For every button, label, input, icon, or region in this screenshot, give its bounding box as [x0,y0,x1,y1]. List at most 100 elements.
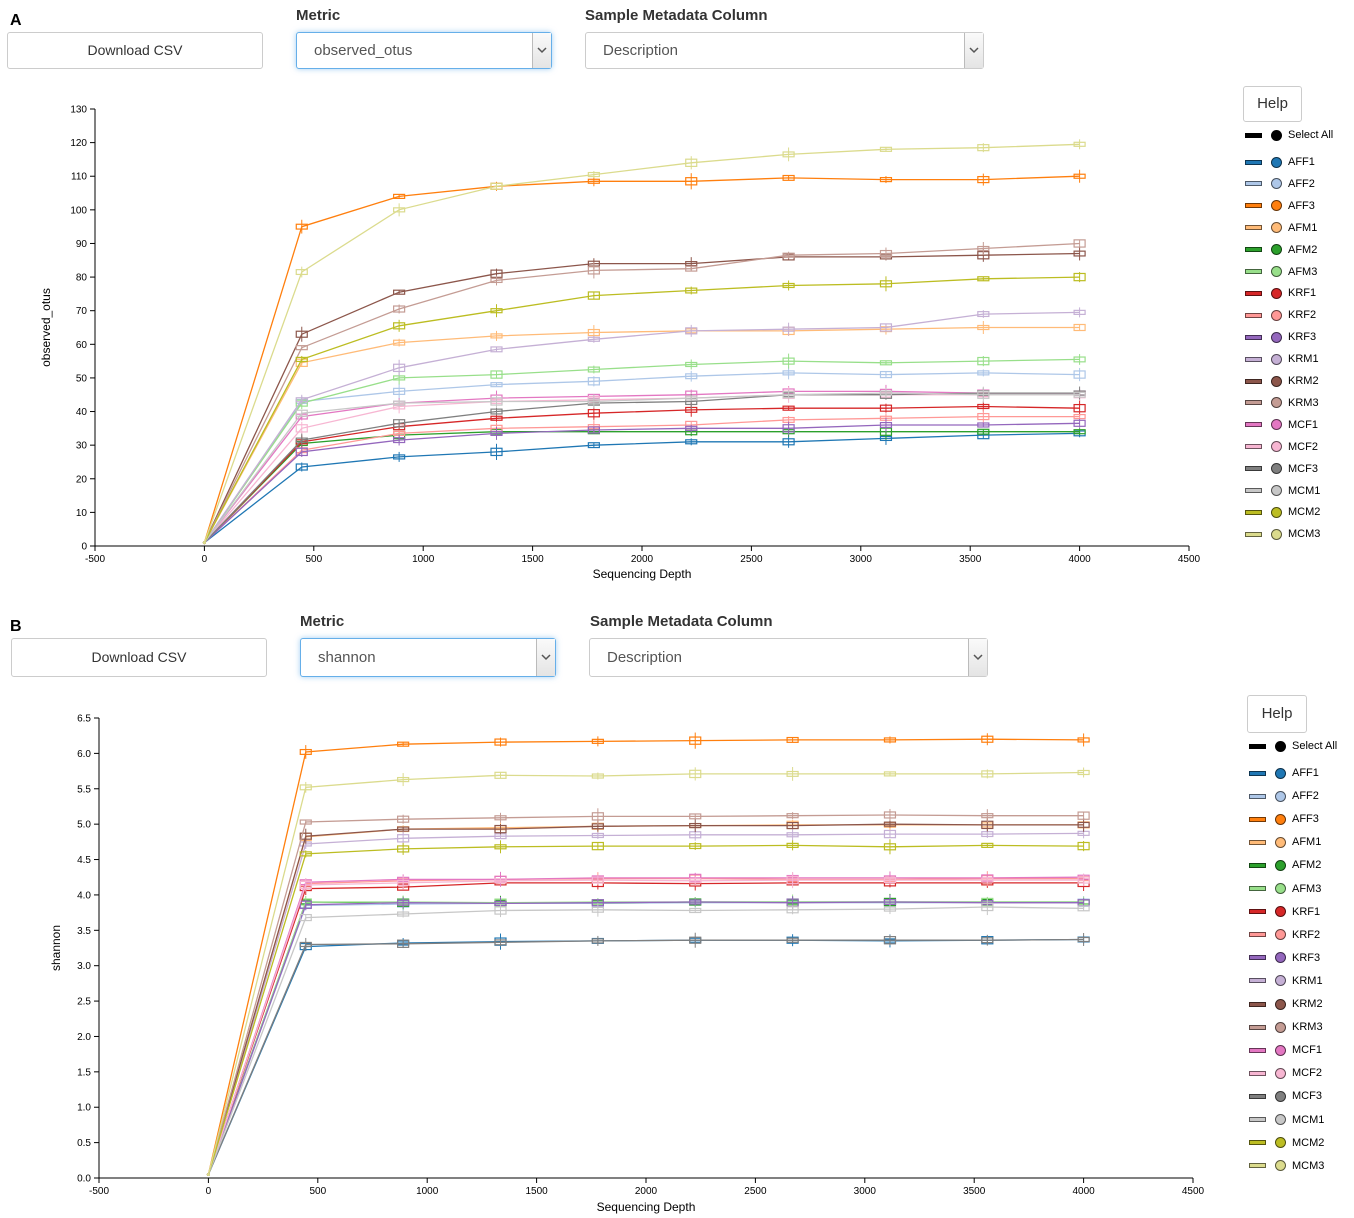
legend-item-mcf3[interactable]: MCF3 [1245,462,1318,476]
x-tick-label: 1000 [412,554,435,565]
legend-toggle-dot[interactable] [1275,1045,1286,1056]
legend-toggle-dot[interactable] [1271,419,1282,430]
legend-item-aff2[interactable]: AFF2 [1249,789,1319,803]
series-line [204,312,1079,542]
legend-label: AFM2 [1288,244,1317,256]
legend-toggle-dot[interactable] [1271,157,1282,168]
series-line [208,879,1083,1175]
legend-item-afm1[interactable]: AFM1 [1245,221,1317,235]
series-line [204,328,1079,543]
legend-toggle-dot[interactable] [1271,266,1282,277]
legend-item-mcm3[interactable]: MCM3 [1249,1159,1324,1173]
legend-item-krf1[interactable]: KRF1 [1245,286,1316,300]
help-button[interactable]: Help [1247,695,1307,733]
x-tick-label: 3500 [959,554,982,565]
legend-item-krf2[interactable]: KRF2 [1249,928,1320,942]
legend-item-afm2[interactable]: AFM2 [1245,243,1317,257]
legend-toggle-dot[interactable] [1275,741,1286,752]
series-mcf1 [203,385,1085,544]
legend-toggle-dot[interactable] [1271,200,1282,211]
legend-item-krf2[interactable]: KRF2 [1245,308,1316,322]
legend-toggle-dot[interactable] [1275,1137,1286,1148]
legend-toggle-dot[interactable] [1275,906,1286,917]
legend-toggle-dot[interactable] [1271,507,1282,518]
legend-item-mcm1[interactable]: MCM1 [1249,1113,1324,1127]
legend-toggle-dot[interactable] [1271,288,1282,299]
legend-toggle-dot[interactable] [1271,397,1282,408]
legend-item-krm1[interactable]: KRM1 [1249,974,1323,988]
legend-toggle-dot[interactable] [1275,791,1286,802]
x-tick-label: 3000 [854,1186,877,1197]
legend-item-mcm1[interactable]: MCM1 [1245,484,1320,498]
legend-toggle-dot[interactable] [1271,376,1282,387]
legend-item-mcm3[interactable]: MCM3 [1245,527,1320,541]
x-tick-label: 4500 [1182,1186,1205,1197]
series-aff1 [207,934,1089,1176]
legend-toggle-dot[interactable] [1275,952,1286,963]
legend-item-afm3[interactable]: AFM3 [1249,882,1321,896]
legend-item-mcf3[interactable]: MCF3 [1249,1089,1322,1103]
legend-item-krf3[interactable]: KRF3 [1245,330,1316,344]
legend-item-krm2[interactable]: KRM2 [1249,997,1323,1011]
legend-select-all[interactable]: Select All [1245,128,1333,142]
legend-toggle-dot[interactable] [1275,999,1286,1010]
legend-toggle-dot[interactable] [1275,1068,1286,1079]
legend-swatch [1245,133,1262,138]
legend-label: MCM3 [1288,528,1320,540]
legend-item-mcm2[interactable]: MCM2 [1249,1136,1324,1150]
legend-label: Select All [1288,129,1333,141]
legend-toggle-dot[interactable] [1275,814,1286,825]
legend-item-aff1[interactable]: AFF1 [1245,155,1315,169]
legend-toggle-dot[interactable] [1271,332,1282,343]
legend-toggle-dot[interactable] [1271,529,1282,540]
legend-toggle-dot[interactable] [1275,860,1286,871]
legend-toggle-dot[interactable] [1275,883,1286,894]
legend-toggle-dot[interactable] [1275,837,1286,848]
series-line [204,176,1079,542]
legend-toggle-dot[interactable] [1275,1160,1286,1171]
legend-toggle-dot[interactable] [1275,768,1286,779]
legend-item-aff1[interactable]: AFF1 [1249,766,1319,780]
y-tick-label: 30 [76,441,88,452]
legend-toggle-dot[interactable] [1271,441,1282,452]
legend-item-mcf1[interactable]: MCF1 [1249,1043,1322,1057]
legend-toggle-dot[interactable] [1271,485,1282,496]
legend-label: Select All [1292,740,1337,752]
legend-item-krm3[interactable]: KRM3 [1245,396,1319,410]
legend-toggle-dot[interactable] [1275,1091,1286,1102]
legend-item-mcf2[interactable]: MCF2 [1249,1066,1322,1080]
legend-item-aff3[interactable]: AFF3 [1249,812,1319,826]
legend-toggle-dot[interactable] [1271,178,1282,189]
legend-select-all[interactable]: Select All [1249,739,1337,753]
legend-toggle-dot[interactable] [1275,929,1286,940]
legend-swatch [1249,909,1266,914]
legend-item-krf3[interactable]: KRF3 [1249,951,1320,965]
legend-toggle-dot[interactable] [1271,244,1282,255]
help-button[interactable]: Help [1243,86,1302,122]
legend-toggle-dot[interactable] [1275,1114,1286,1125]
legend-toggle-dot[interactable] [1271,222,1282,233]
legend-swatch [1249,978,1266,983]
legend-toggle-dot[interactable] [1275,1022,1286,1033]
legend-item-mcf1[interactable]: MCF1 [1245,418,1318,432]
series-line [208,902,1083,1175]
legend-item-krm3[interactable]: KRM3 [1249,1020,1323,1034]
legend-toggle-dot[interactable] [1271,130,1282,141]
legend-item-krm2[interactable]: KRM2 [1245,374,1319,388]
legend-toggle-dot[interactable] [1275,975,1286,986]
legend-item-krf1[interactable]: KRF1 [1249,905,1320,919]
legend-swatch [1245,313,1262,318]
legend-toggle-dot[interactable] [1271,310,1282,321]
legend-item-mcf2[interactable]: MCF2 [1245,440,1318,454]
series-aff1 [203,429,1085,544]
legend-toggle-dot[interactable] [1271,463,1282,474]
legend-item-afm3[interactable]: AFM3 [1245,265,1317,279]
legend-item-afm1[interactable]: AFM1 [1249,835,1321,849]
legend-toggle-dot[interactable] [1271,354,1282,365]
legend-item-afm2[interactable]: AFM2 [1249,858,1321,872]
legend-item-mcm2[interactable]: MCM2 [1245,505,1320,519]
legend-item-aff3[interactable]: AFF3 [1245,199,1315,213]
legend-item-krm1[interactable]: KRM1 [1245,352,1319,366]
y-tick-label: 1.5 [77,1067,91,1078]
legend-item-aff2[interactable]: AFF2 [1245,177,1315,191]
